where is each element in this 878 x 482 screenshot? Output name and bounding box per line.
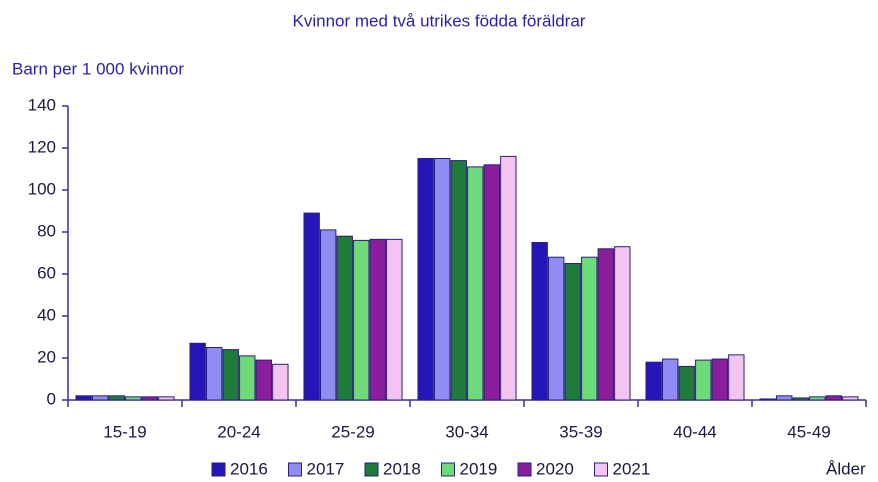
bar: [597, 248, 614, 401]
y-tick-label: 80: [37, 221, 56, 240]
bar: [189, 342, 206, 401]
bar: [467, 166, 484, 401]
legend-label: 2019: [460, 459, 498, 478]
bar: [711, 358, 728, 401]
bar: [645, 361, 662, 401]
bar: [759, 398, 776, 401]
y-tick-label: 20: [37, 347, 56, 366]
bar: [141, 396, 158, 401]
x-tick-label: 20-24: [217, 422, 260, 441]
legend-label: 2020: [536, 459, 574, 478]
bar: [336, 235, 353, 401]
bar: [386, 238, 403, 401]
legend-label: 2016: [230, 459, 268, 478]
bar: [792, 397, 809, 401]
y-tick-label: 60: [37, 263, 56, 282]
legend-swatch: [211, 462, 226, 477]
x-tick-label: 30-34: [445, 422, 488, 441]
bar: [75, 395, 92, 401]
bar: [303, 212, 320, 401]
x-tick-label: 45-49: [787, 422, 830, 441]
bar: [825, 395, 842, 401]
legend-swatch: [594, 462, 608, 477]
legend-label: 2018: [383, 459, 421, 478]
bar: [353, 239, 370, 401]
bar: [531, 242, 548, 401]
bar: [369, 238, 386, 401]
bar: [483, 164, 500, 401]
y-tick-label: 40: [37, 305, 56, 324]
bar: [158, 396, 175, 401]
bar: [581, 256, 598, 401]
bar: [500, 155, 517, 401]
bar: [125, 396, 142, 401]
chart-title: Kvinnor med två utrikes födda föräldrar: [293, 11, 586, 30]
y-tick-label: 140: [28, 95, 56, 114]
bar: [695, 359, 712, 401]
bar: [434, 158, 451, 401]
legend-swatch: [441, 462, 455, 477]
bar: [548, 256, 565, 401]
bar: [92, 395, 109, 401]
bar: [776, 395, 793, 401]
bar: [450, 160, 467, 401]
bar: [614, 246, 631, 401]
bar: [842, 396, 859, 401]
x-tick-label: 15-19: [103, 422, 146, 441]
bar: [564, 263, 581, 401]
bar: [222, 349, 239, 401]
bar: [108, 395, 125, 401]
x-tick-label: 35-39: [559, 422, 602, 441]
y-tick-label: 100: [28, 179, 56, 198]
x-tick-label: 40-44: [673, 422, 716, 441]
legend-swatch: [364, 462, 379, 477]
legend-swatch: [517, 462, 532, 477]
x-axis-label: Ålder: [826, 459, 866, 478]
bar: [678, 365, 695, 401]
y-tick-label: 0: [47, 389, 56, 408]
legend-swatch: [288, 462, 302, 477]
bar: [417, 158, 434, 401]
legend-label: 2017: [307, 459, 345, 478]
bar: [809, 396, 826, 401]
bar: [272, 363, 289, 401]
x-tick-label: 25-29: [331, 422, 374, 441]
bar: [320, 229, 337, 401]
bar: [255, 359, 272, 401]
y-axis-label: Barn per 1 000 kvinnor: [12, 59, 184, 78]
bar: [728, 354, 745, 401]
bar: [206, 347, 223, 401]
bar: [239, 355, 256, 401]
y-tick-label: 120: [28, 137, 56, 156]
bar: [662, 358, 679, 401]
legend-label: 2021: [613, 459, 651, 478]
